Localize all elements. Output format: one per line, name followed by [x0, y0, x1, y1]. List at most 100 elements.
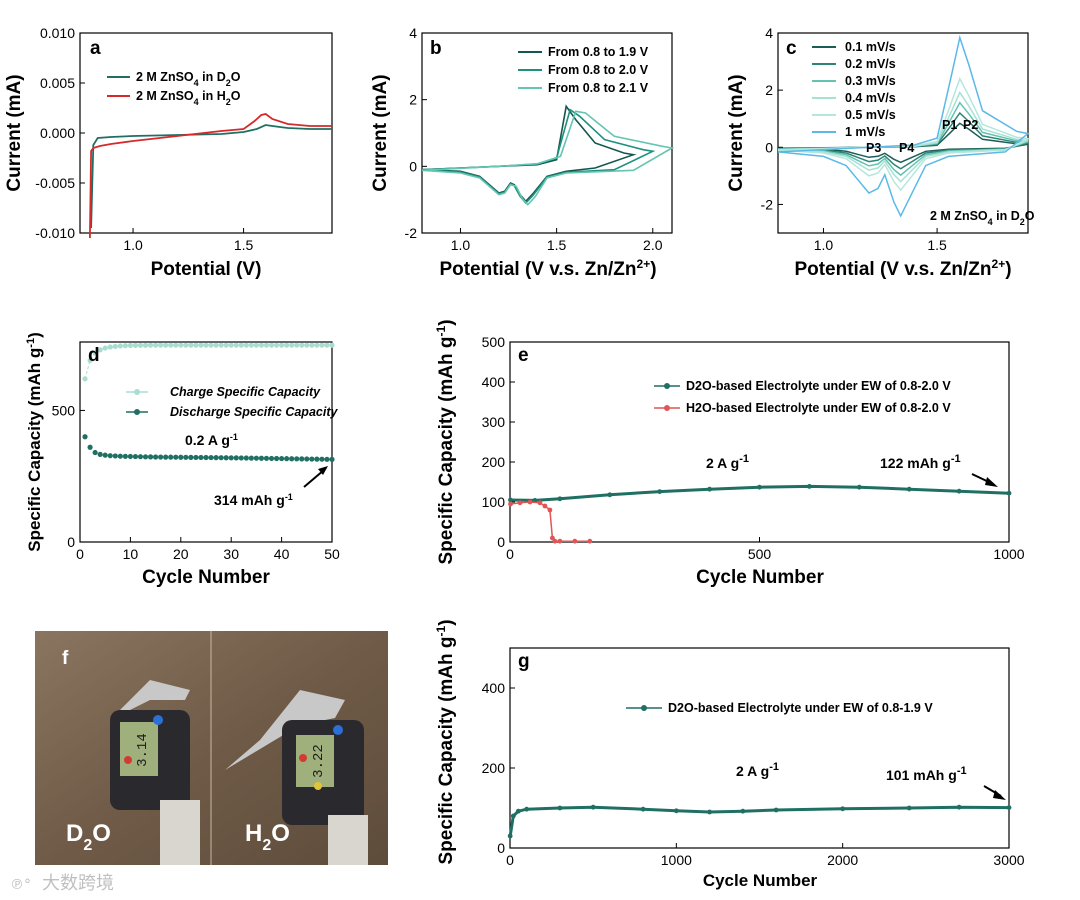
panel-d-series-1-point	[324, 456, 330, 462]
panel-d-series-1-point	[122, 453, 128, 459]
watermark-logo: ℗°	[10, 877, 31, 893]
panel-d-series-1-point	[163, 454, 169, 460]
panel-e-series-0-point	[956, 488, 962, 494]
panel-e-ytick-label: 0	[497, 534, 505, 550]
panel-e-series-1-point	[552, 538, 558, 544]
panel-g-series-0-point	[673, 808, 679, 814]
panel-d-series-1-point	[158, 454, 164, 460]
panel-d-rate: 0.2 A g-1	[185, 432, 238, 448]
panel-e-rate: 2 A g-1	[706, 453, 749, 471]
panel-d-series-0-point	[102, 345, 108, 351]
panel-a-label: a	[90, 38, 101, 59]
panel-d-xtick-label: 40	[274, 546, 290, 562]
panel-c-legend-4: 0.5 mV/s	[845, 108, 896, 122]
panel-b-ytick-label: -2	[405, 225, 418, 241]
panel-a-xlabel: Potential (V)	[151, 259, 262, 280]
panel-e-ytick-label: 400	[482, 374, 506, 390]
panel-e-series-0-point	[1006, 490, 1012, 496]
panel-e-series-0-point	[557, 496, 563, 502]
panel-g-final: 101 mAh g-1	[886, 765, 967, 783]
panel-d-series-0-point	[117, 343, 123, 349]
panel-g-frame	[509, 647, 1010, 849]
watermark: ℗° 大数跨境	[10, 873, 114, 894]
panel-c-legend-2: 0.3 mV/s	[845, 74, 896, 88]
panel-g-series-0-point	[510, 813, 516, 819]
panel-d-series-1-point	[153, 454, 159, 460]
panel-g-series-0-point	[740, 808, 746, 814]
panel-d-series-1-point	[329, 456, 335, 462]
panel-d-series-0-point	[112, 343, 118, 350]
panel-d-series-0-point	[122, 343, 128, 349]
panel-d-legend-0-marker	[134, 389, 140, 395]
panel-d-series-0-line	[84, 344, 332, 379]
panel-a-xtick-label: 1.0	[123, 237, 143, 253]
panel-d-arrow	[303, 469, 325, 488]
panel-d-series-1-point	[228, 455, 234, 461]
panel-d-series-1-point	[284, 456, 290, 462]
panel-c-series-3-line	[777, 90, 1029, 183]
caliper-left-button-red	[124, 756, 132, 764]
panel-b-ytick-label: 0	[409, 158, 417, 174]
panel-d-series-0-point	[153, 342, 159, 348]
panel-b-frame	[421, 32, 673, 234]
panel-d-frame	[79, 341, 333, 543]
panel-e-ytick-label: 200	[482, 454, 506, 470]
panel-e-ytick-label: 100	[482, 494, 506, 510]
panel-g-xtick-label: 3000	[993, 852, 1024, 868]
panel-g-series-0-point	[1006, 805, 1012, 810]
panel-c-ytick-label: 2	[765, 82, 773, 98]
panel-g-series-0-point	[515, 808, 521, 814]
panel-d-xtick-label: 20	[173, 546, 189, 562]
panel-d-series-0-point	[142, 342, 149, 348]
panel-c: 1.0 1.5 4 2 0 -2 0.1 mV/s 0.2 mV/s 0.3 mV/s 0.4 m…	[726, 25, 1035, 280]
panel-g-xtick-label: 2000	[827, 852, 858, 868]
panel-d-series-1-point	[208, 454, 214, 461]
panel-d-legend-1-marker	[134, 409, 140, 415]
panel-g-xtick-label: 1000	[661, 852, 692, 868]
panel-b-xlabel: Potential (V v.s. Zn/Zn2+)	[439, 257, 656, 280]
panel-e-legend-1: H2O-based Electrolyte under EW of 0.8-2.…	[686, 401, 951, 415]
panel-b-series-2-line	[421, 110, 675, 206]
caliper-right-button-red	[299, 754, 307, 762]
panel-d-label: d	[88, 345, 100, 366]
caliper-left-screen	[120, 722, 158, 776]
panel-g-ytick-label: 0	[497, 840, 505, 856]
panel-c-peak-p4: P4	[899, 141, 914, 155]
panel-d-legend-0: Charge Specific Capacity	[170, 385, 321, 399]
panel-g-series-0-point	[590, 804, 596, 810]
panel-d-series-1-point	[188, 454, 194, 460]
panel-e-frame	[509, 341, 1010, 543]
panel-d-xtick-label: 0	[76, 546, 84, 562]
panel-b-series-1-line	[421, 108, 656, 205]
panel-d-series-1-point	[248, 455, 254, 461]
panel-d-series-1-point	[289, 456, 295, 462]
panel-g-ytick-label: 400	[482, 680, 506, 696]
panel-c-series-5-line	[777, 34, 1030, 218]
panel-g-series-0-point	[507, 833, 513, 839]
panel-b-xtick-label: 1.5	[547, 237, 567, 253]
panel-d-series-0-point	[137, 342, 144, 348]
panel-d-final: 314 mAh g-1	[214, 492, 293, 508]
panel-e-xtick-label: 1000	[993, 546, 1024, 562]
panel-d-series-1-point	[263, 455, 270, 461]
panel-e-series-0-point	[856, 484, 862, 490]
panel-d-series-0-point	[132, 342, 139, 348]
panel-d-xtick-label: 50	[324, 546, 340, 562]
panel-d-ytick-label: 0	[67, 534, 75, 550]
panel-b-xtick-label: 2.0	[643, 237, 663, 253]
caliper-right-button-yellow	[314, 782, 322, 790]
panel-d-series-0-point	[158, 342, 164, 348]
panel-e-arrowhead	[985, 477, 998, 487]
panel-e-legend-0: D2O-based Electrolyte under EW of 0.8-2.…	[686, 379, 951, 393]
panel-d-series-1-point	[314, 456, 320, 462]
panel-a-legend-h2o: 2 M ZnSO4 in H2O	[136, 89, 241, 107]
panel-b: 1.0 1.5 2.0 4 2 0 -2 From 0.8 to 1.9 V From 0.8 …	[370, 25, 675, 280]
panel-g-series-0-point	[956, 804, 962, 810]
panel-e-legend-0-marker	[664, 383, 670, 389]
panel-d-arrowhead	[318, 466, 328, 475]
panel-d-series-1-point	[253, 455, 259, 461]
panel-d: 0 10 20 30 40 50 500 0 Charge Specific Capacity D…	[25, 332, 340, 588]
panel-a-ytick-label: -0.005	[35, 175, 75, 191]
panel-a: 1.0 1.5 0.010 0.005 0.000 -0.005 -0.010 a 2 M …	[4, 25, 333, 280]
panel-e-xlabel: Cycle Number	[696, 567, 824, 588]
